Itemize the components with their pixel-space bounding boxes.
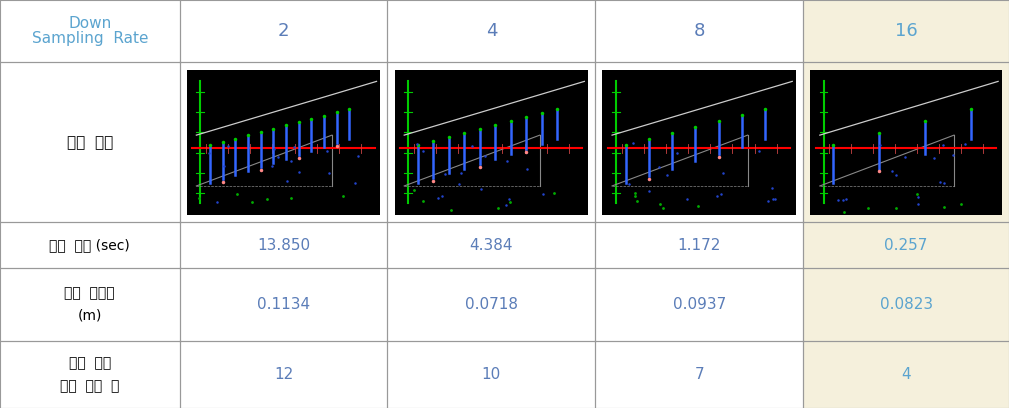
Text: 7: 7 <box>694 367 704 382</box>
Bar <box>180 222 387 268</box>
Bar <box>595 222 803 268</box>
Text: 0.257: 0.257 <box>885 238 927 253</box>
Bar <box>803 341 1009 408</box>
Bar <box>387 222 595 268</box>
Bar <box>180 268 387 341</box>
Text: 8: 8 <box>693 22 705 40</box>
Text: 4: 4 <box>485 22 497 40</box>
Bar <box>803 62 1009 222</box>
Bar <box>395 70 588 215</box>
Text: 0.1134: 0.1134 <box>257 297 310 312</box>
Text: 처리  시간 (sec): 처리 시간 (sec) <box>49 238 130 252</box>
Bar <box>595 268 803 341</box>
Text: 측위  정확도: 측위 정확도 <box>65 286 115 300</box>
Bar <box>810 70 1002 215</box>
Bar <box>0 62 180 222</box>
Bar <box>0 0 180 62</box>
Bar <box>595 0 803 62</box>
Bar <box>387 268 595 341</box>
Text: Sampling  Rate: Sampling Rate <box>31 31 148 46</box>
Bar <box>180 62 387 222</box>
Bar <box>0 268 180 341</box>
Text: 4.384: 4.384 <box>469 238 514 253</box>
Text: Down: Down <box>69 16 111 31</box>
Text: 검출  가능: 검출 가능 <box>69 356 111 370</box>
Text: 0.0823: 0.0823 <box>880 297 932 312</box>
Text: 10: 10 <box>481 367 501 382</box>
Text: 4: 4 <box>901 367 911 382</box>
Bar <box>187 70 380 215</box>
Bar <box>387 62 595 222</box>
Bar <box>803 222 1009 268</box>
Bar <box>803 0 1009 62</box>
Text: 검출  결과: 검출 결과 <box>67 135 113 150</box>
Text: 0.0718: 0.0718 <box>465 297 518 312</box>
Text: 12: 12 <box>273 367 294 382</box>
Text: 최대  계단  수: 최대 계단 수 <box>61 379 119 393</box>
Bar <box>595 62 803 222</box>
Bar <box>180 0 387 62</box>
Bar <box>803 268 1009 341</box>
Bar <box>180 341 387 408</box>
Text: 2: 2 <box>277 22 290 40</box>
Bar <box>602 70 796 215</box>
Bar <box>0 341 180 408</box>
Bar <box>0 222 180 268</box>
Bar <box>387 0 595 62</box>
Text: 13.850: 13.850 <box>257 238 310 253</box>
Bar <box>387 341 595 408</box>
Text: 0.0937: 0.0937 <box>673 297 725 312</box>
Text: (m): (m) <box>78 309 102 323</box>
Text: 1.172: 1.172 <box>678 238 720 253</box>
Bar <box>595 341 803 408</box>
Text: 16: 16 <box>895 22 917 40</box>
